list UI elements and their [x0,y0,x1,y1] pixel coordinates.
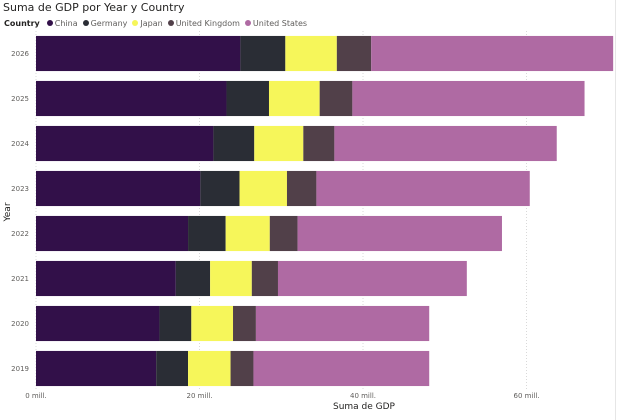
y-tick-label-2020: 2020 [11,320,29,328]
bar-china-2022[interactable] [36,215,189,252]
bar-united-kingdom-2022[interactable] [269,215,298,252]
bar-germany-2023[interactable] [200,170,240,207]
bar-germany-2026[interactable] [240,35,286,72]
bars [36,35,614,387]
x-tick-labels: 0 mill. 20 mill. 40 mill. 60 mill. [25,392,539,400]
bar-united-kingdom-2024[interactable] [303,125,335,162]
y-tick-label-2023: 2023 [11,185,29,193]
y-tick-label-2025: 2025 [11,95,29,103]
bar-china-2023[interactable] [36,170,201,207]
legend-item-united-kingdom[interactable]: United Kingdom [167,18,240,28]
bar-germany-2022[interactable] [188,215,226,252]
bar-china-2024[interactable] [36,125,214,162]
legend-swatch-united-kingdom [167,20,174,26]
y-tick-labels: 2026 2025 2024 2023 2022 2021 2020 2019 [11,50,29,373]
bar-germany-2025[interactable] [226,80,269,117]
legend-swatch-china [46,20,53,26]
bar-united-states-2021[interactable] [277,260,467,297]
bar-united-states-2025[interactable] [352,80,585,117]
y-tick-label-2024: 2024 [11,140,29,148]
y-tick-label-2026: 2026 [11,50,29,58]
legend-swatch-united-states [244,20,251,26]
bar-united-kingdom-2020[interactable] [233,305,256,342]
bar-united-kingdom-2025[interactable] [319,80,353,117]
bar-japan-2019[interactable] [188,350,231,387]
bar-japan-2025[interactable] [268,80,320,117]
right-frame-edge [615,0,616,420]
legend-label-germany: Germany [90,18,128,28]
legend-item-united-states[interactable]: United States [244,18,308,28]
bar-united-states-2026[interactable] [371,35,614,72]
bar-china-2025[interactable] [36,80,227,117]
y-tick-label-2022: 2022 [11,230,29,238]
legend-heading: Country [4,18,40,28]
bar-united-kingdom-2023[interactable] [286,170,317,207]
bar-china-2020[interactable] [36,305,160,342]
legend-item-china[interactable]: China [46,18,78,28]
legend: Country China Germany Japan United Kingd… [4,17,312,29]
bar-japan-2022[interactable] [225,215,270,252]
x-tick-label-0: 0 mill. [25,392,47,400]
legend-swatch-japan [132,20,139,26]
y-axis-title: Year [3,202,13,222]
bar-united-states-2020[interactable] [255,305,430,342]
bar-germany-2024[interactable] [213,125,255,162]
bar-united-states-2022[interactable] [297,215,502,252]
legend-item-japan[interactable]: Japan [132,18,163,28]
bar-japan-2021[interactable] [210,260,252,297]
chart-title: Suma de GDP por Year y Country [3,1,185,14]
x-tick-label-3: 60 mill. [513,392,539,400]
legend-label-united-states: United States [252,18,308,28]
bar-germany-2021[interactable] [175,260,211,297]
bar-united-kingdom-2021[interactable] [251,260,278,297]
bar-china-2026[interactable] [36,35,241,72]
bar-united-kingdom-2019[interactable] [230,350,254,387]
bar-japan-2020[interactable] [191,305,234,342]
legend-label-china: China [54,18,78,28]
bar-germany-2019[interactable] [156,350,189,387]
bar-japan-2026[interactable] [285,35,337,72]
bar-united-kingdom-2026[interactable] [336,35,372,72]
bar-united-states-2024[interactable] [334,125,557,162]
x-axis-title: Suma de GDP [333,402,396,412]
bar-china-2019[interactable] [36,350,157,387]
bar-germany-2020[interactable] [159,305,192,342]
x-tick-label-2: 40 mill. [350,392,376,400]
legend-label-united-kingdom: United Kingdom [175,18,240,28]
bar-japan-2023[interactable] [239,170,287,207]
bar-japan-2024[interactable] [254,125,304,162]
x-tick-label-1: 20 mill. [186,392,212,400]
legend-swatch-germany [82,20,89,26]
legend-label-japan: Japan [140,18,163,28]
y-tick-label-2019: 2019 [11,365,29,373]
legend-item-germany[interactable]: Germany [82,18,128,28]
bar-united-states-2023[interactable] [316,170,530,207]
bar-united-states-2019[interactable] [253,350,430,387]
y-tick-label-2021: 2021 [11,275,29,283]
bar-china-2021[interactable] [36,260,176,297]
